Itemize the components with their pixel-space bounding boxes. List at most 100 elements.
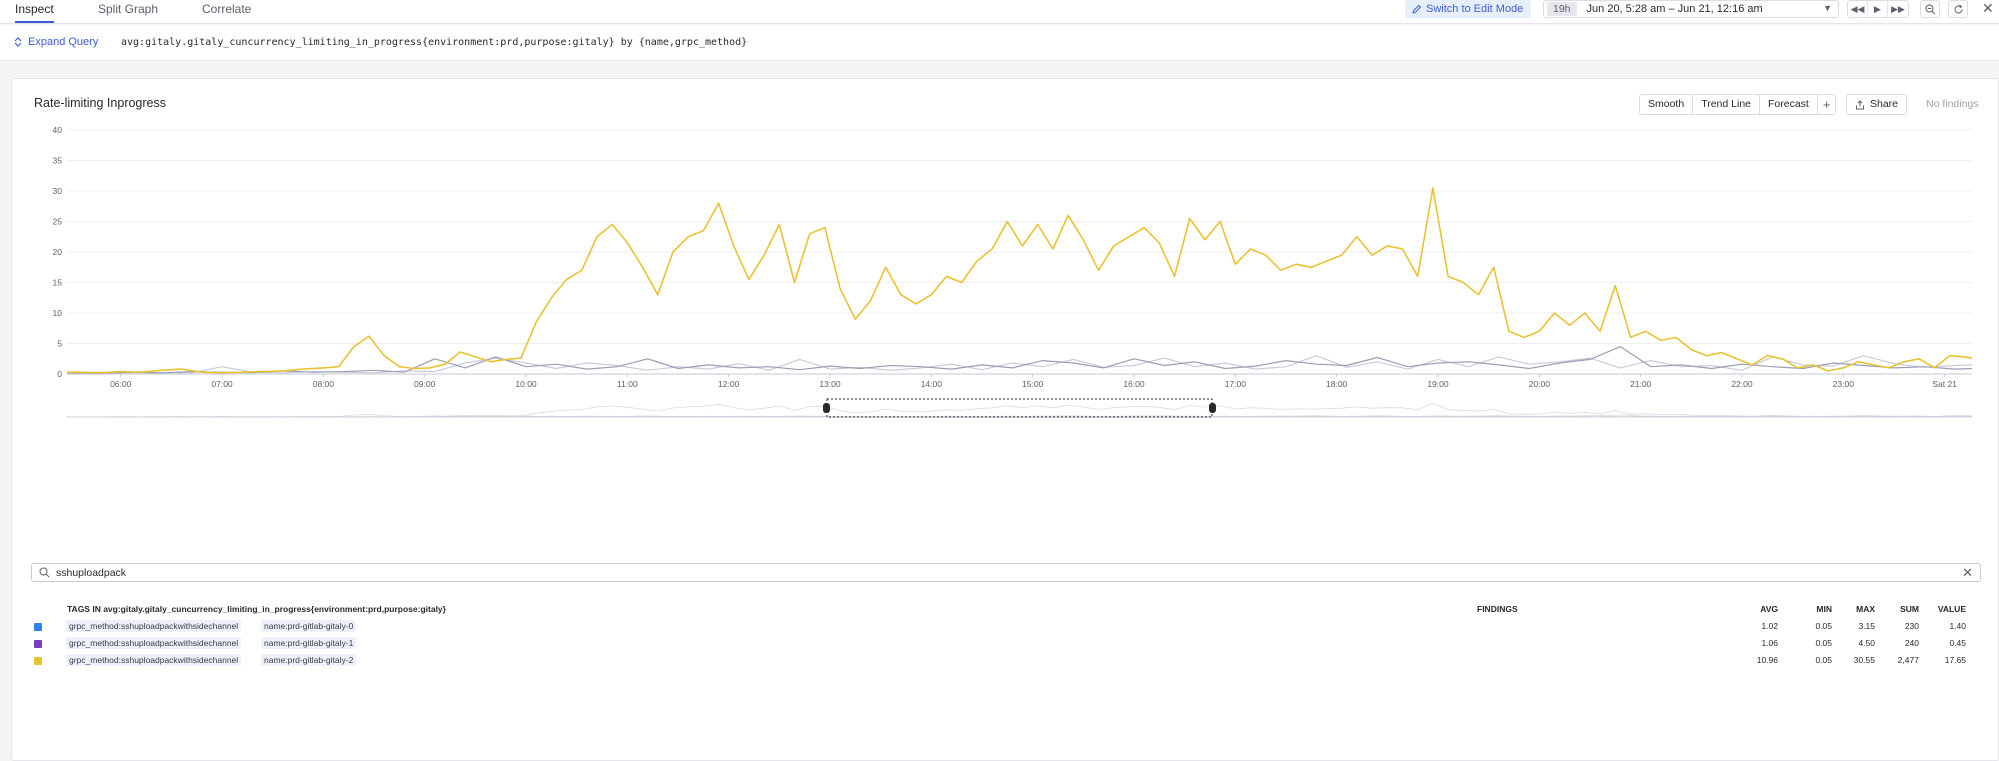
value-cell: 17.65 xyxy=(1944,655,1966,665)
grpc-method-tag[interactable]: grpc_method:sshuploadpackwithsidechannel xyxy=(66,654,242,666)
series-color-swatch xyxy=(34,640,42,648)
max-header[interactable]: MAX xyxy=(1856,604,1875,614)
grpc-method-tag[interactable]: grpc_method:sshuploadpackwithsidechannel xyxy=(66,620,242,632)
range-handle-right[interactable] xyxy=(1209,403,1216,413)
x-tick-label: 08:00 xyxy=(313,379,335,389)
fast-forward-icon[interactable]: ▶▶ xyxy=(1891,3,1905,14)
range-selection-box xyxy=(826,398,1213,418)
name-tag[interactable]: name:prd-gitlab-gitaly-1 xyxy=(261,637,357,649)
x-tick-label: Sat 21 xyxy=(1932,379,1957,389)
forecast-button[interactable]: Forecast xyxy=(1760,95,1818,114)
time-span-badge: 19h xyxy=(1547,2,1577,16)
tab-inspect[interactable]: Inspect xyxy=(15,2,54,23)
edit-mode-label: Switch to Edit Mode xyxy=(1426,3,1524,15)
y-tick-label: 0 xyxy=(57,369,62,379)
table-row[interactable]: grpc_method:sshuploadpackwithsidechannel… xyxy=(12,636,1998,652)
tab-correlate[interactable]: Correlate xyxy=(202,2,252,16)
reset-button[interactable] xyxy=(1948,0,1968,18)
min-cell: 0.05 xyxy=(1815,621,1832,631)
overview-series-3 xyxy=(66,415,1973,418)
y-tick-label: 25 xyxy=(53,217,63,227)
timeseries-chart[interactable]: 0 5 10 15 20 25 30 35 40 06:00 07:00 08:00 09:00 10:… xyxy=(12,79,1998,549)
min-cell: 0.05 xyxy=(1815,655,1832,665)
name-tag[interactable]: name:prd-gitlab-gitaly-0 xyxy=(261,620,357,632)
sum-cell: 2,477 xyxy=(1897,655,1919,665)
switch-to-edit-mode-button[interactable]: Switch to Edit Mode xyxy=(1405,0,1531,18)
play-icon[interactable]: ▶ xyxy=(1868,1,1888,17)
pencil-icon xyxy=(1412,4,1422,14)
avg-header[interactable]: AVG xyxy=(1760,604,1778,614)
tags-header: TAGS IN avg:gitaly.gitaly_cuncurrency_li… xyxy=(67,604,446,614)
add-function-icon[interactable]: + xyxy=(1822,97,1831,112)
grpc-method-tag[interactable]: grpc_method:sshuploadpackwithsidechannel xyxy=(66,637,242,649)
x-tick-label: 16:00 xyxy=(1123,379,1145,389)
expand-query-label: Expand Query xyxy=(28,36,99,48)
zoom-out-button[interactable] xyxy=(1920,0,1940,18)
range-overview[interactable] xyxy=(66,398,1973,418)
x-tick-label: 07:00 xyxy=(211,379,233,389)
x-tick-label: 06:00 xyxy=(110,379,132,389)
y-tick-label: 10 xyxy=(53,308,63,318)
x-tick-label: 09:00 xyxy=(414,379,436,389)
x-tick-label: 19:00 xyxy=(1427,379,1449,389)
share-button[interactable]: Share xyxy=(1846,94,1908,115)
rewind-icon[interactable]: ◀◀ xyxy=(1848,1,1868,17)
no-findings-text: No findings xyxy=(1926,98,1979,110)
series-color-swatch xyxy=(34,623,42,631)
x-tick-label: 15:00 xyxy=(1022,379,1044,389)
expand-query-button[interactable]: Expand Query xyxy=(14,36,98,48)
x-tick-label: 17:00 xyxy=(1225,379,1247,389)
x-tick-label: 20:00 xyxy=(1529,379,1551,389)
x-tick-label: 11:00 xyxy=(617,379,638,389)
playback-controls: ◀◀ ▶ ▶▶ xyxy=(1847,0,1909,18)
table-row[interactable]: grpc_method:sshuploadpackwithsidechannel… xyxy=(12,619,1998,635)
close-icon[interactable]: ✕ xyxy=(1982,0,1994,16)
series-line-2 xyxy=(66,346,1973,374)
graph-panel: Rate-limiting Inprogress Smooth Trend Li… xyxy=(11,78,1999,761)
min-cell: 0.05 xyxy=(1815,638,1832,648)
search-input[interactable] xyxy=(56,565,1936,580)
max-cell: 3.15 xyxy=(1858,621,1875,631)
share-icon xyxy=(1856,99,1864,109)
y-tick-label: 40 xyxy=(53,125,63,135)
zoom-out-icon xyxy=(1925,4,1935,14)
sum-cell: 240 xyxy=(1904,638,1919,648)
tab-split-graph[interactable]: Split Graph xyxy=(98,2,159,16)
x-tick-label: 21:00 xyxy=(1630,379,1652,389)
x-tick-label: 22:00 xyxy=(1731,379,1753,389)
y-tick-label: 30 xyxy=(53,186,63,196)
chevron-down-icon: ▼ xyxy=(1823,3,1832,13)
overview-series-1 xyxy=(67,402,1973,418)
avg-cell: 10.96 xyxy=(1756,655,1778,665)
avg-cell: 1.06 xyxy=(1761,638,1778,648)
series-lines xyxy=(66,187,1973,374)
search-icon xyxy=(39,567,50,578)
series-color-swatch xyxy=(34,657,42,665)
x-axis: 06:00 07:00 08:00 09:00 10:00 11:00 12:00 13:00… xyxy=(110,374,1957,389)
smooth-button[interactable]: Smooth xyxy=(1640,95,1694,114)
expand-icon xyxy=(14,37,22,47)
chart-tools: Smooth Trend Line Forecast + xyxy=(1639,94,1837,115)
x-tick-label: 12:00 xyxy=(718,379,740,389)
y-tick-label: 35 xyxy=(53,156,63,166)
y-tick-label: 20 xyxy=(53,247,63,257)
clear-search-icon[interactable]: ✕ xyxy=(1962,565,1973,580)
value-header[interactable]: VALUE xyxy=(1937,604,1966,614)
value-cell: 0.45 xyxy=(1949,638,1966,648)
grid-lines xyxy=(67,129,1972,375)
table-row[interactable]: grpc_method:sshuploadpackwithsidechannel… xyxy=(12,653,1998,669)
x-tick-label: 23:00 xyxy=(1833,379,1855,389)
avg-cell: 1.02 xyxy=(1761,621,1778,631)
min-header[interactable]: MIN xyxy=(1816,604,1832,614)
name-tag[interactable]: name:prd-gitlab-gitaly-2 xyxy=(261,654,357,666)
trend-line-button[interactable]: Trend Line xyxy=(1693,95,1760,114)
sum-header[interactable]: SUM xyxy=(1900,604,1919,614)
time-range-text: Jun 20, 5:28 am – Jun 21, 12:16 am xyxy=(1586,3,1763,15)
max-cell: 30.55 xyxy=(1853,655,1875,665)
time-range-picker[interactable]: 19h Jun 20, 5:28 am – Jun 21, 12:16 am ▼ xyxy=(1543,0,1839,18)
chart-title: Rate-limiting Inprogress xyxy=(34,96,166,110)
y-tick-label: 5 xyxy=(57,339,62,349)
series-filter[interactable]: ✕ xyxy=(31,563,1981,582)
x-tick-label: 18:00 xyxy=(1326,379,1348,389)
range-handle-left[interactable] xyxy=(823,403,830,413)
